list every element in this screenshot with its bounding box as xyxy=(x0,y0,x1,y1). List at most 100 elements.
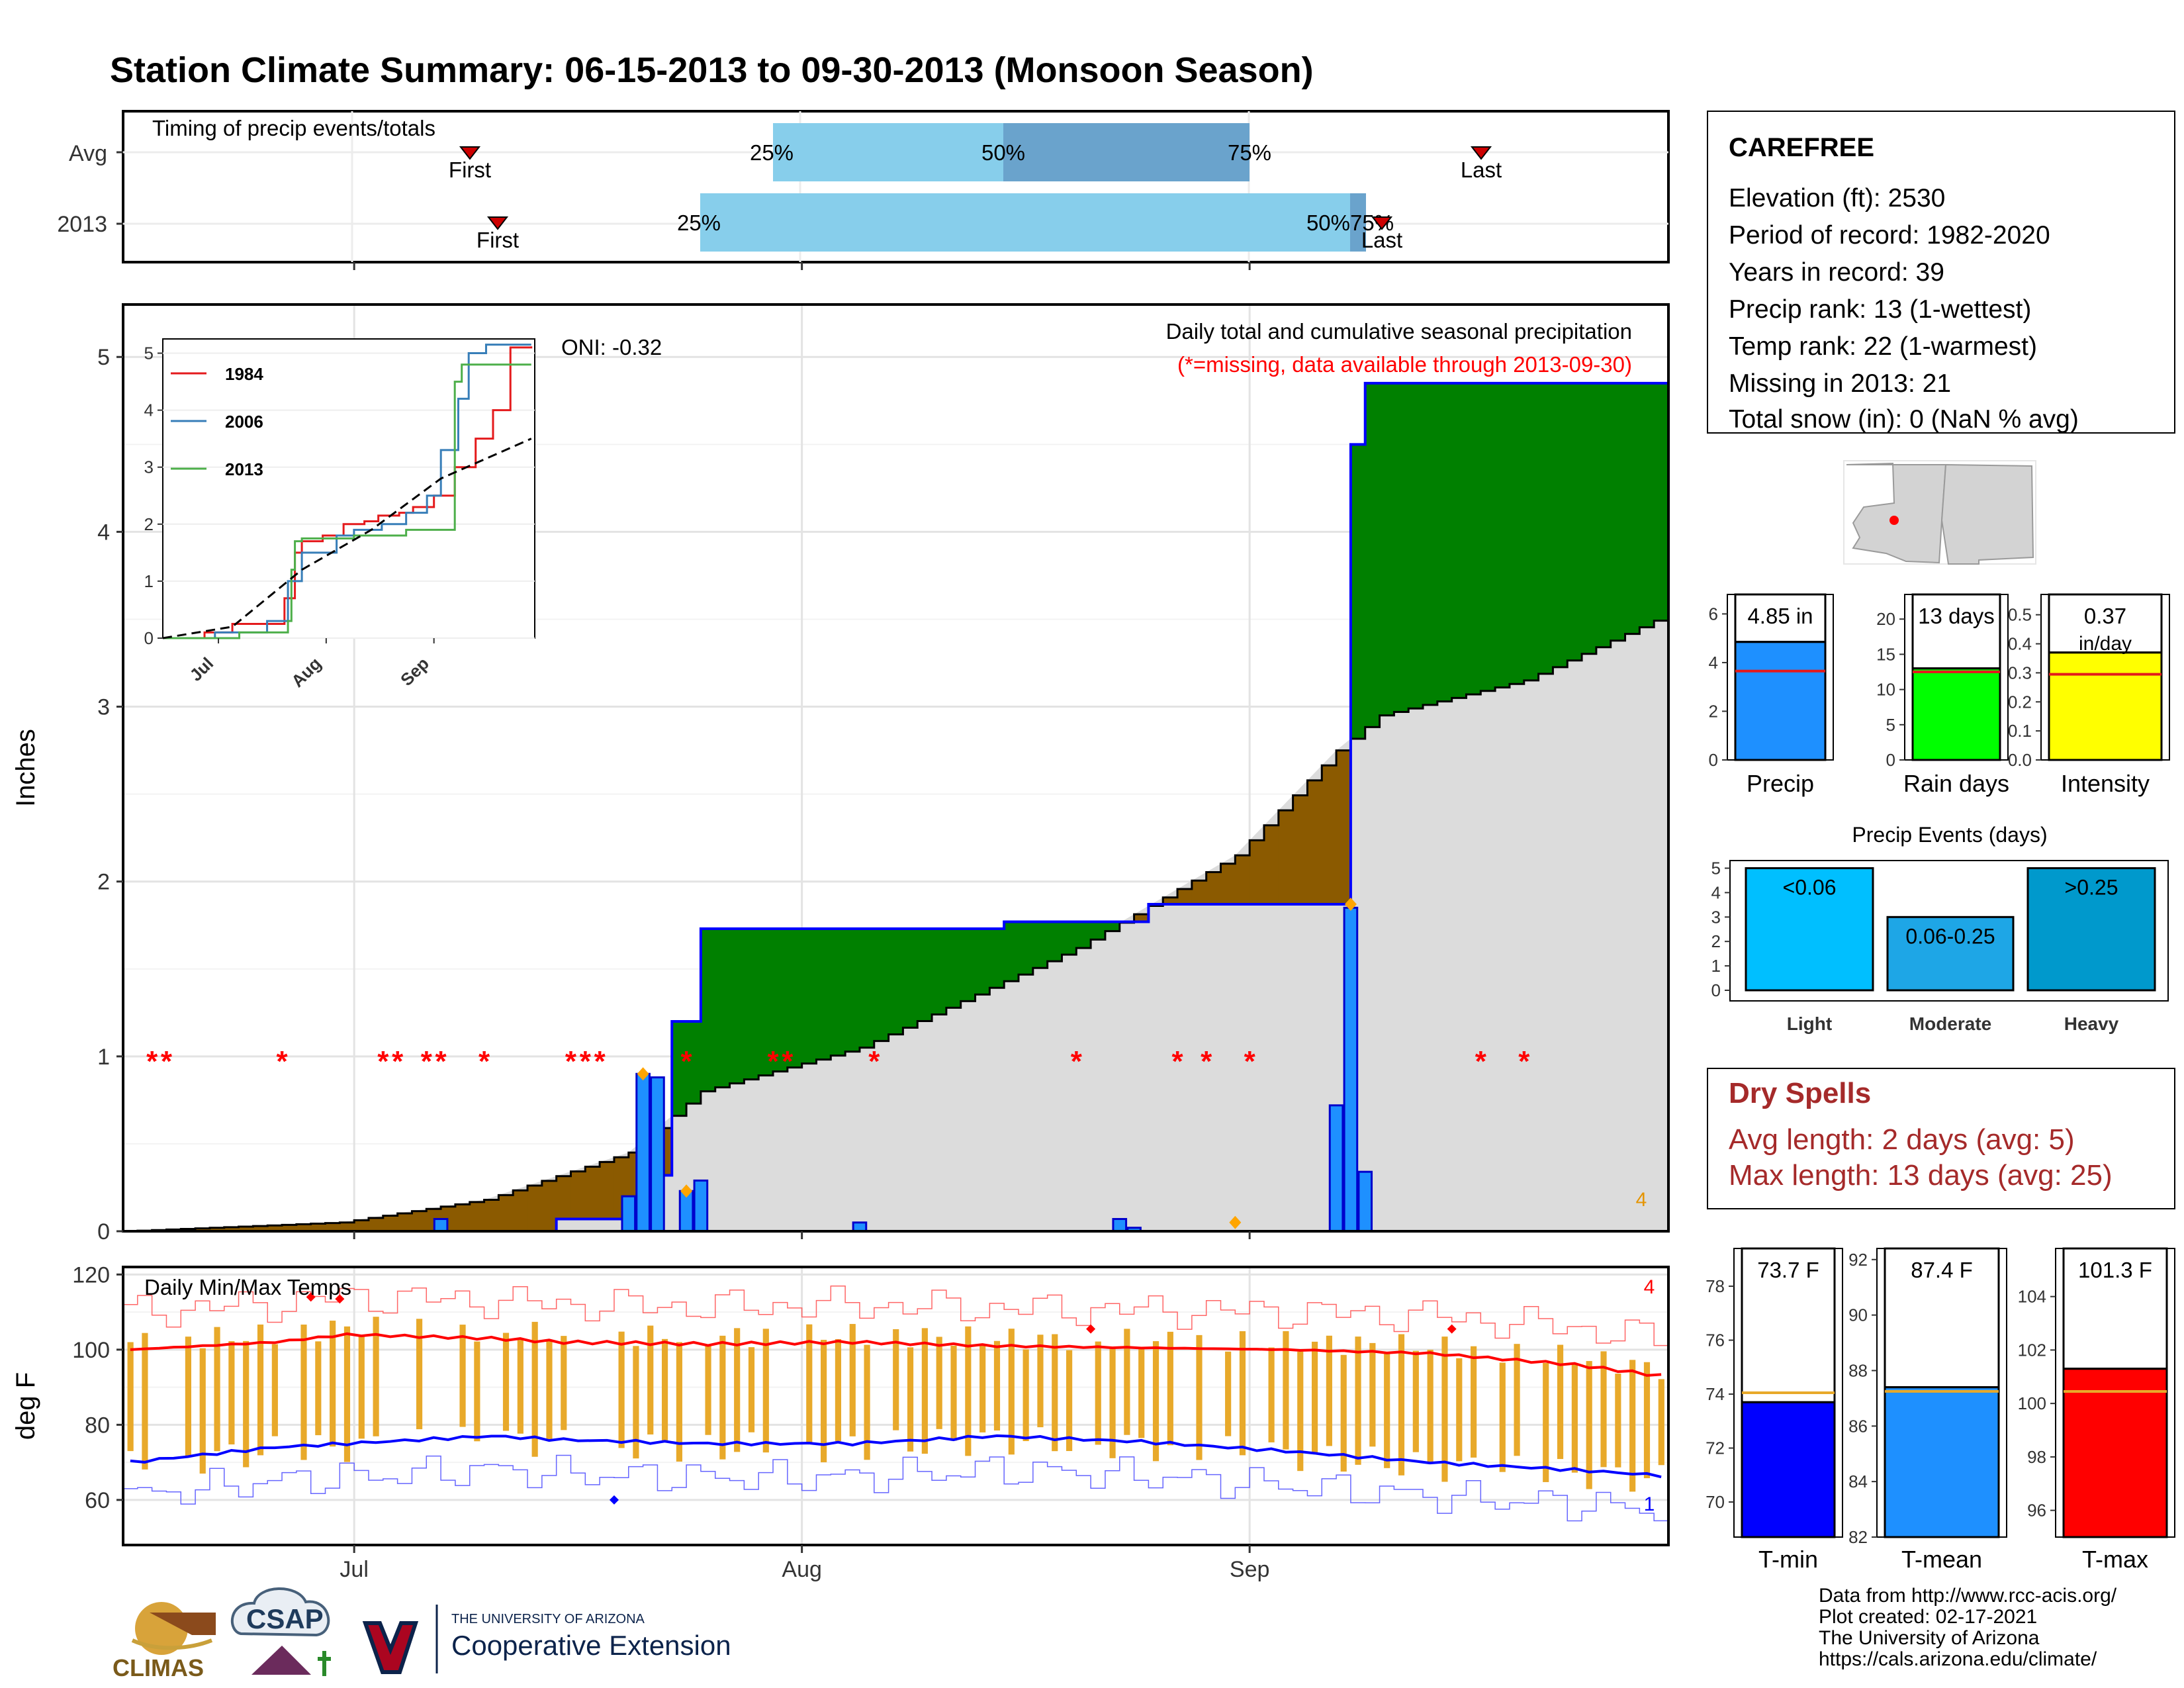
below-average-fill xyxy=(1163,897,1178,905)
y2013-quartile-bar xyxy=(700,193,1350,252)
below-average-fill xyxy=(310,1223,326,1231)
daily-temp-range-bar xyxy=(849,1324,856,1436)
avg-q25-label: 25% xyxy=(750,140,794,165)
y-tick-label: 4 xyxy=(97,520,110,545)
inset-y-tick-label: 0 xyxy=(144,628,154,648)
events-y-tick-label: 2 xyxy=(1711,931,1721,951)
events-bar-label: 0.06-0.25 xyxy=(1905,924,1995,948)
above-average-fill xyxy=(1408,383,1424,709)
daily-temp-range-bar xyxy=(1268,1347,1275,1442)
daily-temp-range-bar xyxy=(1441,1336,1448,1482)
daily-temp-range-bar xyxy=(1600,1351,1607,1468)
events-bar-label: >0.25 xyxy=(2065,876,2118,900)
csap-logo: CSAP xyxy=(231,1587,331,1676)
above-average-fill xyxy=(1047,921,1063,962)
timing-row-avg: Avg xyxy=(69,141,107,166)
daily-temp-range-bar xyxy=(1297,1351,1304,1472)
above-average-fill xyxy=(672,1021,687,1116)
below-average-fill xyxy=(469,1201,485,1231)
below-average-fill xyxy=(455,1204,471,1231)
inset-y-tick-label: 2 xyxy=(144,514,154,534)
below-average-fill xyxy=(267,1225,283,1231)
daily-temp-range-bar xyxy=(633,1346,639,1459)
daily-temp-range-bar xyxy=(185,1336,192,1457)
daily-temp-range-bar xyxy=(1109,1346,1116,1458)
above-average-fill xyxy=(1509,383,1525,684)
daily-temp-range-bar xyxy=(502,1333,510,1431)
temp-bar-y-tick-label: 70 xyxy=(1706,1492,1725,1512)
summary-y-tick-label: 6 xyxy=(1709,604,1718,624)
missing-star: * xyxy=(565,1045,577,1078)
record-high-marker xyxy=(1086,1324,1096,1334)
daily-temp-range-bar xyxy=(1052,1334,1058,1452)
inset-y-tick-label: 5 xyxy=(144,344,154,363)
daily-temp-range-bar xyxy=(1066,1350,1073,1452)
daily-temp-range-bar xyxy=(257,1324,264,1456)
below-average-fill xyxy=(541,1180,557,1231)
temp-bar-y-tick-label: 102 xyxy=(2018,1340,2046,1360)
below-average-fill xyxy=(354,1220,369,1231)
daily-temp-range-bar xyxy=(907,1347,914,1452)
above-average-fill xyxy=(1495,383,1510,688)
above-average-fill xyxy=(700,929,716,1092)
missing-star: * xyxy=(392,1045,404,1078)
summary-y-tick-label: 5 xyxy=(1886,715,1895,735)
summary-value-label: 0.37 xyxy=(2084,604,2126,628)
below-average-fill xyxy=(1307,780,1322,905)
precip-y-label: Inches xyxy=(11,729,40,807)
above-average-fill xyxy=(801,929,817,1064)
missing-star: * xyxy=(1071,1045,1083,1078)
temp-bar-y-tick-label: 96 xyxy=(2027,1501,2046,1521)
temp-bar-t-min xyxy=(1741,1401,1836,1538)
above-average-fill xyxy=(1365,383,1381,727)
summary-y-tick-label: 0.1 xyxy=(2008,721,2032,741)
temp-bar-y-tick-label: 72 xyxy=(1706,1438,1725,1458)
missing-star: * xyxy=(594,1045,606,1078)
daily-temp-range-bar xyxy=(647,1325,654,1435)
below-average-fill xyxy=(412,1211,427,1231)
daily-temp-range-bar xyxy=(531,1321,538,1457)
below-average-fill xyxy=(1250,840,1265,905)
inset-legend-2006: 2006 xyxy=(225,412,263,432)
daily-temp-range-bar xyxy=(835,1339,842,1442)
precip-events-plot: 0 1 2 3 4 5 <0.06 Light 0.06-0.25 Moderate >0.25 He… xyxy=(1711,859,2156,1034)
daily-temp-range-bar xyxy=(806,1324,813,1444)
record-high-marker xyxy=(1447,1324,1457,1334)
summary-y-tick-label: 2 xyxy=(1709,701,1718,721)
above-average-fill xyxy=(1625,383,1640,634)
below-average-fill xyxy=(282,1225,297,1231)
missing-star: * xyxy=(478,1045,490,1078)
station-info: CAREFREE Elevation (ft): 2530 Period of … xyxy=(1707,111,2175,434)
temp-plot xyxy=(123,1286,1668,1522)
daily-temp-range-bar xyxy=(1283,1331,1289,1450)
daily-temp-range-bar xyxy=(936,1336,942,1429)
above-average-fill xyxy=(1610,383,1626,641)
above-average-fill xyxy=(1538,383,1554,674)
summary-y-tick-label: 4 xyxy=(1709,653,1718,673)
daily-temp-range-bar xyxy=(330,1321,336,1447)
below-average-fill xyxy=(296,1224,312,1231)
temp-y-tick-label: 100 xyxy=(72,1338,110,1363)
avg-min-temp-line xyxy=(130,1434,1662,1479)
temp-y-axis: 60 80 100 120 xyxy=(72,1262,123,1513)
below-average-fill xyxy=(1134,914,1149,922)
daily-temp-range-bar xyxy=(127,1342,134,1452)
events-y-tick-label: 0 xyxy=(1711,980,1721,1000)
daily-temp-range-bar xyxy=(821,1340,827,1463)
inset-series-line xyxy=(163,346,533,639)
daily-temp-range-bar xyxy=(1196,1335,1203,1460)
record-low-line xyxy=(123,1454,1668,1522)
above-average-fill xyxy=(816,929,831,1060)
above-average-fill xyxy=(989,929,1005,988)
below-average-fill xyxy=(340,1222,355,1231)
above-average-fill xyxy=(917,929,933,1021)
above-average-fill xyxy=(1480,383,1496,691)
temp-bar-y-tick-label: 98 xyxy=(2027,1447,2046,1467)
daily-temp-range-bar xyxy=(459,1325,466,1427)
events-bar-moderate xyxy=(1886,915,2015,992)
daily-temp-range-bar xyxy=(618,1331,625,1448)
y-tick-label: 3 xyxy=(97,695,110,720)
temp-bar-t-mean xyxy=(1884,1386,2000,1538)
daily-temp-range-bar xyxy=(517,1340,523,1434)
